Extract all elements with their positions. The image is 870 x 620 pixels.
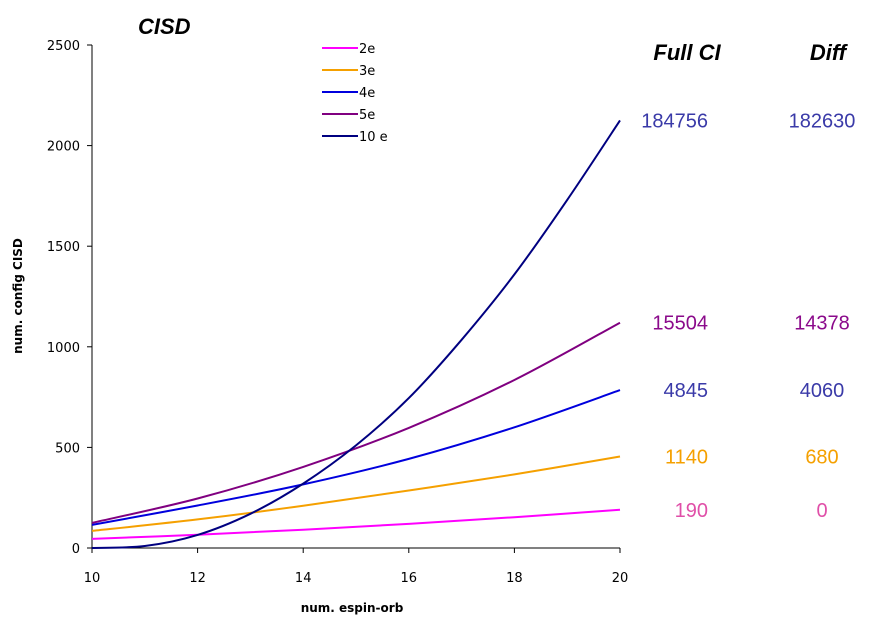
y-tick-label: 2000 [47, 140, 80, 155]
y-ticks: 0 500 1000 1500 2000 2500 [47, 39, 92, 557]
x-axis-title: num. espin-orb [301, 601, 404, 615]
legend-label: 4e [359, 86, 375, 101]
full-ci-value: 184756 [641, 110, 708, 132]
side-value-table: 184756 182630 15504 14378 4845 4060 1140 680 190… [641, 110, 855, 521]
full-ci-header: Full CI [653, 40, 721, 65]
x-tick-label: 14 [295, 571, 312, 586]
x-tick-label: 12 [189, 571, 206, 586]
full-ci-value: 15504 [652, 313, 708, 335]
x-tick-label: 16 [401, 571, 418, 586]
series-line-10e [91, 119, 621, 549]
series-line-3e [91, 455, 621, 532]
series-line-5e [91, 321, 621, 524]
diff-value: 182630 [789, 110, 856, 132]
x-ticks: 10 12 14 16 18 20 [84, 548, 629, 586]
y-tick-label: 2500 [47, 39, 80, 54]
chart-title: CISD [138, 14, 191, 39]
y-tick-label: 1500 [47, 240, 80, 255]
series-line-2e [91, 508, 621, 540]
full-ci-value: 1140 [665, 446, 708, 468]
x-tick-label: 20 [612, 571, 629, 586]
legend-label: 3e [359, 64, 375, 79]
legend-label: 5e [359, 108, 375, 123]
diff-value: 680 [805, 446, 838, 468]
y-axis-title: num. config CISD [11, 238, 25, 354]
y-tick-label: 1000 [47, 341, 80, 356]
full-ci-value: 190 [675, 500, 708, 522]
series-line-4e [91, 389, 621, 526]
full-ci-value: 4845 [664, 380, 709, 402]
y-tick-label: 500 [55, 441, 80, 456]
legend-label: 2e [359, 42, 375, 57]
legend: 2e 3e 4e 5e 10 e [322, 42, 388, 145]
legend-label: 10 e [359, 130, 388, 145]
x-tick-label: 10 [84, 571, 101, 586]
x-tick-label: 18 [506, 571, 523, 586]
diff-value: 0 [816, 500, 827, 522]
diff-value: 4060 [800, 380, 845, 402]
series-group [91, 119, 621, 549]
diff-header: Diff [810, 40, 849, 65]
axes [91, 45, 620, 549]
diff-value: 14378 [794, 313, 850, 335]
y-tick-label: 0 [72, 542, 80, 557]
